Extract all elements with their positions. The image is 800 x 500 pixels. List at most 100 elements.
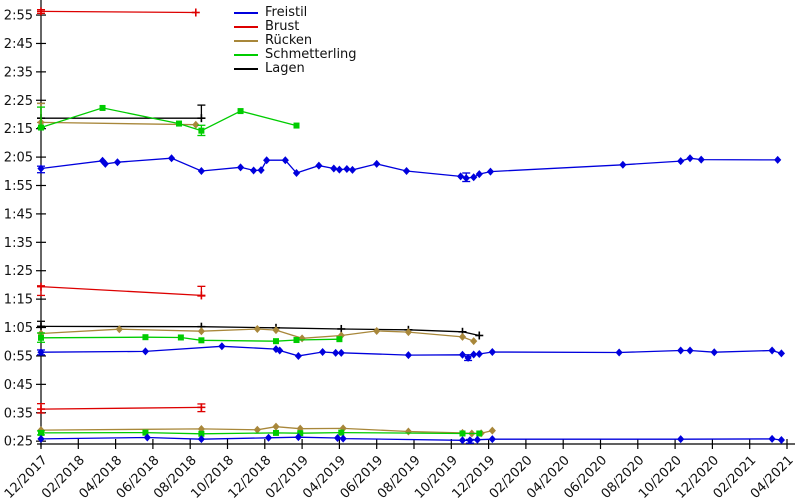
data-point-marker <box>774 155 782 164</box>
data-point-marker <box>177 334 184 341</box>
data-point-marker <box>464 353 472 362</box>
data-point-marker <box>192 120 200 129</box>
legend-item-lagen: Lagen <box>234 62 357 76</box>
data-point-marker <box>198 127 205 134</box>
legend-line-sample <box>234 26 258 28</box>
data-point-marker <box>338 429 345 436</box>
data-point-marker <box>339 434 347 443</box>
series-freistil-top <box>37 154 782 183</box>
series-line <box>40 285 202 297</box>
data-point-marker <box>777 349 786 358</box>
data-point-marker <box>115 325 123 334</box>
legend-line-sample <box>234 12 258 14</box>
series-schmetterling-middle <box>37 332 343 345</box>
y-tick-label: 1:35 <box>4 236 33 251</box>
data-point-marker <box>236 163 245 172</box>
data-point-marker <box>768 346 776 355</box>
legend-item-ruecken: Rücken <box>234 34 357 48</box>
y-tick-label: 2:45 <box>4 37 33 52</box>
data-point-marker <box>198 430 205 437</box>
data-point-marker <box>294 433 302 442</box>
legend-label: Freistil <box>265 5 308 20</box>
series-line <box>40 406 202 410</box>
data-point-marker <box>458 350 467 359</box>
y-tick-label: 2:35 <box>4 65 33 80</box>
data-point-marker <box>470 350 478 359</box>
data-point-marker <box>466 436 474 445</box>
data-point-marker <box>253 425 261 434</box>
chart-legend: Freistil Brust Rücken Schmetterling Lagen <box>234 6 357 76</box>
data-point-marker <box>486 167 495 176</box>
data-point-marker <box>615 348 623 357</box>
data-point-marker <box>462 174 470 183</box>
data-point-marker <box>294 351 302 360</box>
data-point-marker <box>38 124 44 131</box>
data-point-marker <box>404 427 413 436</box>
data-point-marker <box>619 160 627 169</box>
data-point-marker <box>337 331 345 340</box>
data-point-marker <box>143 433 151 442</box>
y-tick-label: 0:25 <box>4 435 33 450</box>
legend-line-sample <box>234 40 258 42</box>
data-point-marker <box>475 170 483 179</box>
data-point-marker <box>253 324 261 333</box>
series-brust-top <box>37 7 200 17</box>
series-brust-bottom <box>37 403 206 414</box>
series-freistil-middle <box>37 342 786 362</box>
data-point-marker <box>476 430 483 437</box>
data-point-marker <box>250 166 258 175</box>
data-point-marker <box>697 155 705 164</box>
data-point-marker <box>686 346 694 355</box>
data-point-marker <box>263 156 271 165</box>
y-tick-label: 0:35 <box>4 406 33 421</box>
data-point-marker <box>686 154 694 163</box>
data-point-marker <box>488 435 496 444</box>
series-brust-middle <box>37 282 206 300</box>
data-point-marker <box>176 120 183 127</box>
data-point-marker <box>333 434 342 443</box>
data-point-marker <box>272 422 280 431</box>
data-point-marker <box>198 337 205 344</box>
y-tick-label: 0:45 <box>4 378 33 393</box>
series-ruecken-top <box>37 102 200 129</box>
data-point-marker <box>768 434 776 443</box>
data-point-marker <box>264 433 273 442</box>
data-point-marker <box>330 164 338 173</box>
series-line <box>40 436 782 441</box>
data-point-marker <box>470 337 478 346</box>
data-point-marker <box>38 334 44 341</box>
series-schmetterling-top <box>37 104 300 137</box>
data-point-marker <box>276 346 284 355</box>
data-point-marker <box>470 173 478 182</box>
data-point-marker <box>292 168 301 177</box>
data-point-marker <box>113 158 122 167</box>
legend-item-freistil: Freistil <box>234 6 357 20</box>
series-lagen-top <box>37 102 206 123</box>
data-point-marker <box>335 165 343 174</box>
series-ruecken-middle <box>37 324 478 346</box>
data-point-marker <box>298 334 306 343</box>
data-point-marker <box>272 326 280 335</box>
data-point-marker <box>710 348 718 357</box>
data-point-marker <box>37 434 45 443</box>
data-point-marker <box>37 348 45 357</box>
data-point-marker <box>257 166 265 175</box>
data-point-marker <box>167 154 176 163</box>
data-point-marker <box>293 337 300 344</box>
series-line <box>40 107 297 132</box>
data-point-marker <box>348 165 357 174</box>
data-point-marker <box>197 327 205 336</box>
y-tick-label: 2:25 <box>4 94 33 109</box>
series-line <box>40 431 480 435</box>
data-point-marker <box>458 332 467 341</box>
series-ruecken-bottom <box>37 422 496 438</box>
y-tick-label: 2:55 <box>4 9 33 24</box>
data-point-marker <box>677 435 685 444</box>
series-freistil-bottom <box>37 433 786 445</box>
data-point-marker <box>457 172 465 181</box>
data-point-marker <box>38 429 44 436</box>
data-point-marker <box>404 328 413 337</box>
data-point-marker <box>315 161 323 170</box>
